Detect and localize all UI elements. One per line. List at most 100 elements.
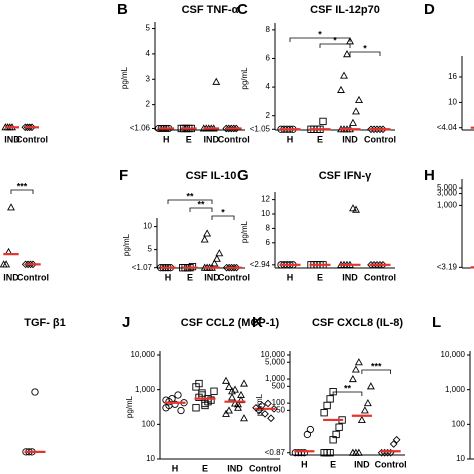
x-tick-label: IND xyxy=(204,134,220,144)
panel-title: CSF IFN-γ xyxy=(319,170,372,182)
significance-label: ** xyxy=(186,191,194,201)
data-point xyxy=(228,393,236,401)
y-tick-label: 10,000 xyxy=(131,350,156,359)
significance-bracket xyxy=(361,369,392,374)
x-tick-label: Control xyxy=(364,134,396,144)
data-point xyxy=(195,379,203,388)
significance-label: *** xyxy=(17,181,28,191)
data-point xyxy=(354,358,363,366)
significance-bracket xyxy=(189,207,213,212)
x-tick-label: E xyxy=(202,463,208,473)
x-tick-label: H xyxy=(287,272,294,282)
y-tick-label: 100 xyxy=(142,419,156,428)
data-point xyxy=(297,449,306,457)
significance-bracket xyxy=(289,37,351,42)
y-tick-label: 1,000 xyxy=(265,374,286,383)
panel-letter: F xyxy=(119,167,128,184)
x-tick-label: E xyxy=(186,134,192,144)
panel-letter: L xyxy=(432,314,441,331)
y-tick-label: 2 xyxy=(266,111,271,120)
y-tick-label: 3 xyxy=(146,74,151,83)
x-tick-label: Control xyxy=(218,134,250,144)
significance-bracket xyxy=(167,199,213,204)
data-point xyxy=(240,414,248,422)
data-point xyxy=(354,448,363,456)
y-tick-label: 100 xyxy=(272,398,286,407)
data-point xyxy=(240,379,248,387)
data-point xyxy=(326,449,334,457)
y-axis-label: pg/mL xyxy=(122,233,131,256)
y-tick-label: <4.04 xyxy=(437,123,458,132)
data-point xyxy=(215,249,224,257)
data-point xyxy=(267,414,275,423)
significance-bracket xyxy=(332,391,363,396)
y-tick-label: 5,000 xyxy=(265,357,286,366)
data-point xyxy=(174,391,182,399)
data-point xyxy=(352,205,360,213)
y-tick-label: 5 xyxy=(148,245,153,254)
panel-letter: J xyxy=(122,314,130,331)
y-tick-label: 500 xyxy=(272,381,286,390)
x-tick-label: Control xyxy=(375,459,407,469)
x-tick-label: Control xyxy=(364,272,396,282)
x-tick-label: IND xyxy=(342,272,358,282)
panel-title: CSF CCL2 (MCP-1) xyxy=(181,317,280,329)
y-tick-label: <0.87 xyxy=(265,448,286,457)
data-point xyxy=(234,400,242,408)
y-tick-label: 6 xyxy=(266,54,271,63)
data-point xyxy=(306,425,315,434)
x-tick-label: IND xyxy=(3,272,19,282)
y-tick-label: 5,000 xyxy=(437,183,458,192)
x-tick-label: IND xyxy=(227,463,243,473)
panel-letter: C xyxy=(237,1,248,18)
significance-label: * xyxy=(221,207,225,217)
data-point xyxy=(349,118,357,126)
y-tick-label: 1,000 xyxy=(437,201,458,210)
y-axis-label: pg/mL xyxy=(240,220,249,243)
significance-label: * xyxy=(318,29,322,39)
x-tick-label: IND xyxy=(204,272,220,282)
y-tick-label: 8 xyxy=(266,224,271,233)
data-point xyxy=(2,260,11,268)
y-tick-label: 10 xyxy=(456,454,465,463)
data-point xyxy=(212,77,221,85)
data-point xyxy=(222,376,230,384)
panel-title: CSF IL-12p70 xyxy=(310,4,380,16)
y-tick-label: 3,000 xyxy=(437,189,458,198)
significance-bracket xyxy=(211,215,235,220)
y-tick-label: 2 xyxy=(146,100,151,109)
x-tick-label: IND xyxy=(342,134,358,144)
data-point xyxy=(335,423,343,431)
y-tick-label: <2.94 xyxy=(250,260,271,269)
panel-letter: D xyxy=(424,1,435,18)
x-tick-label: E xyxy=(187,272,193,282)
x-tick-label: Control xyxy=(16,134,48,144)
y-tick-label: <3.19 xyxy=(437,262,458,271)
data-point xyxy=(340,71,348,79)
x-tick-label: H xyxy=(163,134,170,144)
data-point xyxy=(225,406,233,414)
data-point xyxy=(320,409,328,417)
y-tick-label: 10 xyxy=(448,98,457,107)
data-point xyxy=(352,107,360,115)
significance-bracket xyxy=(349,51,381,56)
x-tick-label: E xyxy=(330,459,336,469)
data-point xyxy=(337,85,345,93)
x-tick-label: IND xyxy=(354,459,370,469)
data-point xyxy=(261,410,269,418)
y-tick-label: 1,000 xyxy=(445,385,466,394)
significance-label: ** xyxy=(344,383,352,393)
data-point xyxy=(343,50,351,58)
data-point xyxy=(323,401,331,410)
y-tick-label: 100 xyxy=(452,419,466,428)
data-point xyxy=(192,404,200,412)
data-point xyxy=(357,415,366,423)
data-point xyxy=(203,229,212,237)
significance-bracket xyxy=(319,43,351,48)
panel-title: TGF- β1 xyxy=(24,317,66,329)
data-point xyxy=(326,395,334,403)
y-tick-label: 10 xyxy=(146,454,155,463)
panel-letter: K xyxy=(252,314,263,331)
y-tick-label: 8 xyxy=(266,25,271,34)
